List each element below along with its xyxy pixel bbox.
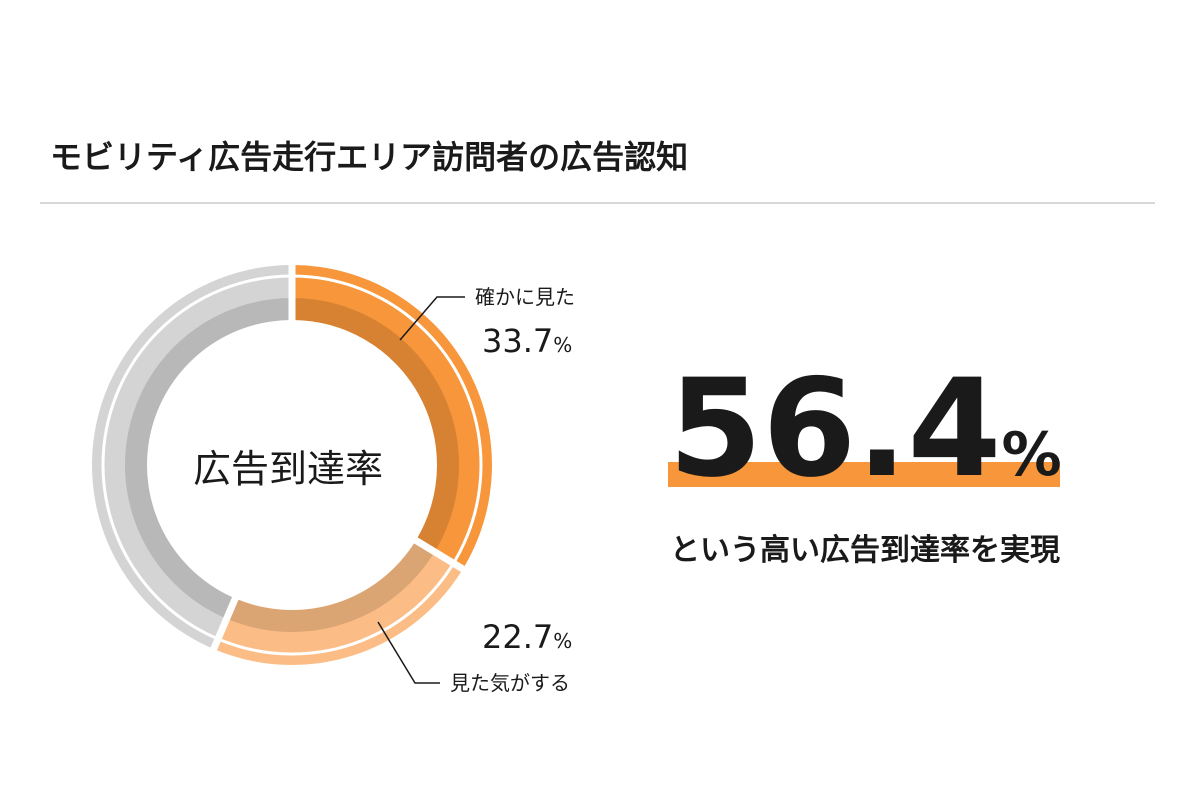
slice-gap [412, 536, 467, 573]
highlight-caption: という高い広告到達率を実現 [670, 533, 1060, 568]
highlight-value: 56.4% [668, 350, 1061, 507]
donut [91, 263, 492, 665]
slice-gap [209, 595, 240, 653]
leader-line [399, 296, 465, 341]
highlight-bar [668, 462, 1060, 487]
leader-line [377, 621, 440, 684]
chart-title: モビリティ広告走行エリア訪問者の広告認知 [50, 138, 688, 176]
slice-category: 見た気がする [450, 671, 570, 695]
slice [292, 265, 492, 569]
slice [213, 540, 463, 665]
slice-value-label: 22.7% [482, 618, 572, 656]
center-label: 広告到達率 [193, 447, 383, 491]
slice-value-label: 33.7% [482, 322, 572, 360]
slice [91, 265, 292, 650]
slice-category: 確かに見た [475, 285, 575, 309]
